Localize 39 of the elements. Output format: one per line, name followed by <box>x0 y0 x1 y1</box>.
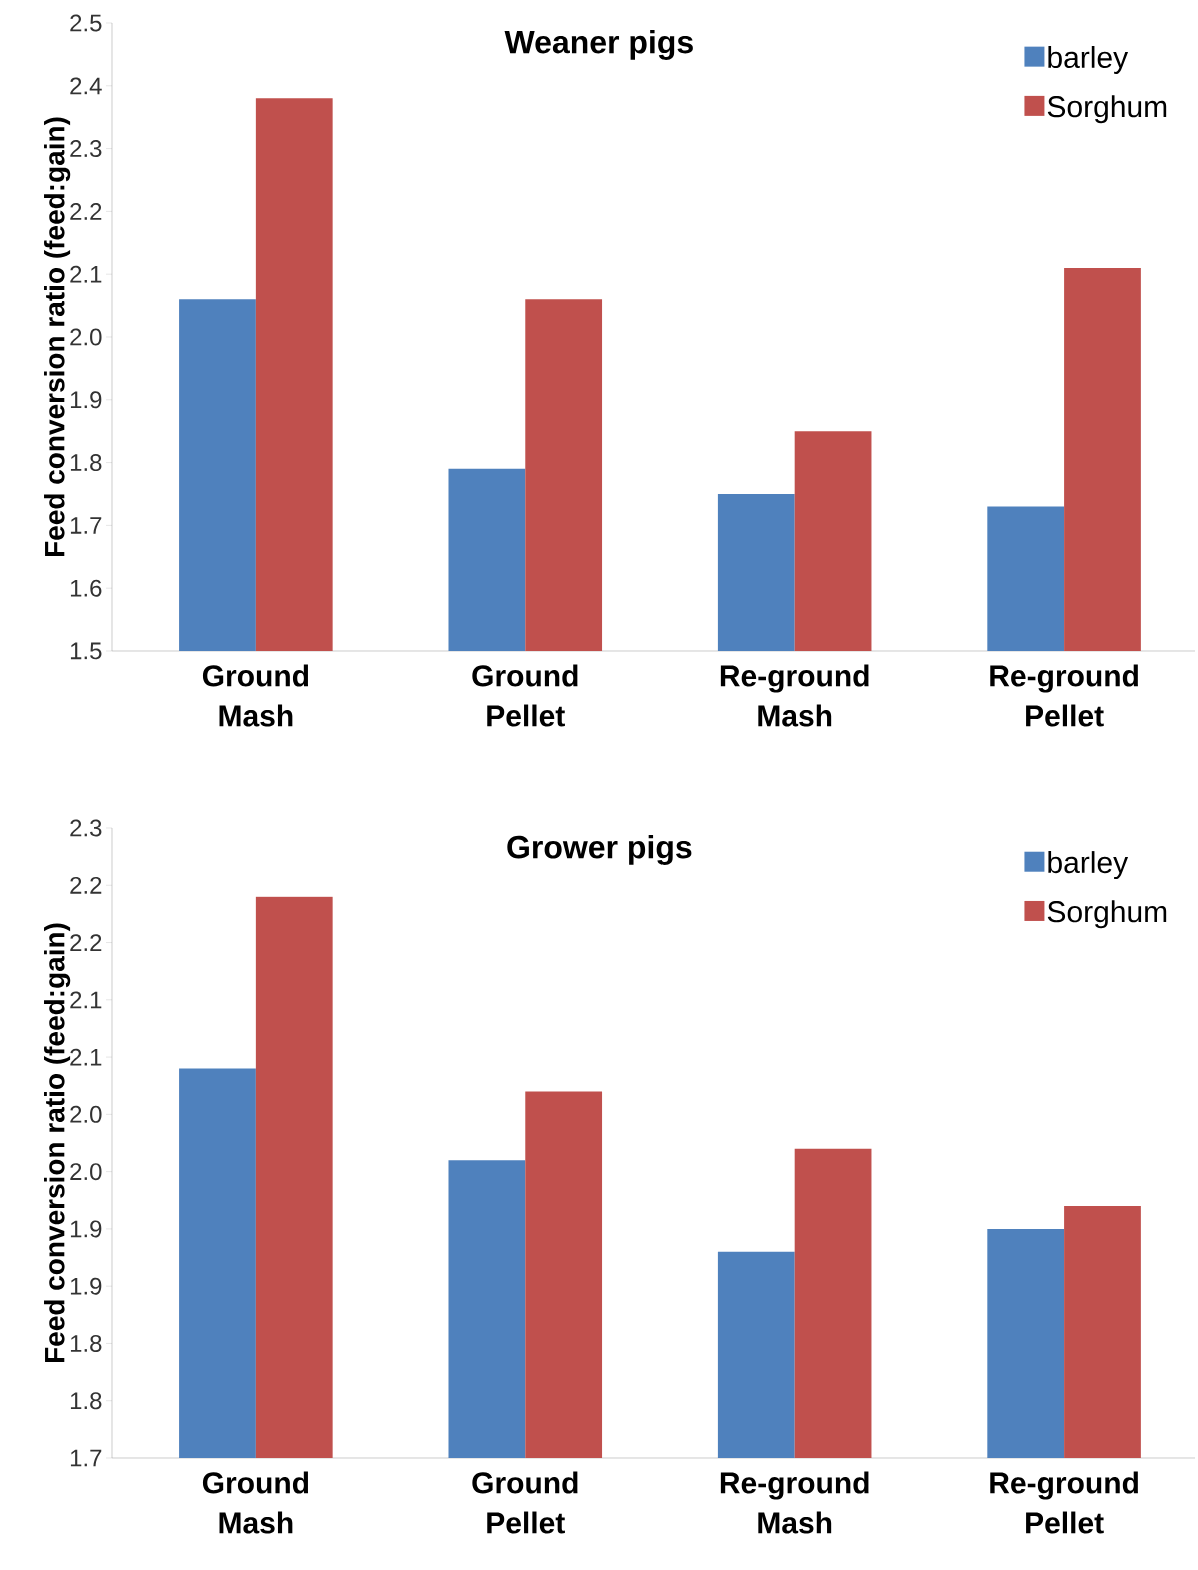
legend-label: Sorghum <box>1047 900 1167 929</box>
y-tick-label: 2.3 <box>70 819 102 837</box>
chart-title: Weaner pigs <box>504 29 693 60</box>
y-tick-label: 2.1 <box>70 265 102 283</box>
y-tick-label: 2.0 <box>70 1163 102 1181</box>
y-tick-label: 1.9 <box>70 1277 102 1295</box>
y-tick-label: 2.1 <box>70 1048 102 1066</box>
y-tick-label: 2.5 <box>70 14 102 32</box>
x-tick-label: Ground Pellet <box>472 1471 578 1534</box>
legend-label: barley <box>1048 46 1129 74</box>
x-tick-label: Re-ground Pellet <box>990 1471 1138 1534</box>
y-axis-title: Feed conversion ratio (feed:gain) <box>44 117 71 557</box>
x-tick-label: Ground Mash <box>202 664 309 727</box>
y-tick-label: 2.0 <box>70 1105 102 1123</box>
y-tick-label: 1.8 <box>70 1334 102 1352</box>
y-tick-label: 2.2 <box>70 203 102 220</box>
y-tick-label: 2.0 <box>70 328 102 346</box>
y-tick-label: 1.9 <box>70 1220 102 1238</box>
y-tick-label: 2.2 <box>70 876 102 894</box>
legend-label: Sorghum <box>1047 95 1167 124</box>
legend-label: barley <box>1048 851 1129 880</box>
y-tick-label: 2.1 <box>70 991 102 1009</box>
y-tick-label: 1.7 <box>70 517 102 534</box>
y-axis-title: Feed conversion ratio (feed:gain) <box>44 923 71 1363</box>
y-tick-label: 1.7 <box>70 1449 102 1467</box>
x-tick-label: Ground Mash <box>202 1471 309 1534</box>
y-tick-label: 1.5 <box>70 642 102 660</box>
y-tick-label: 1.8 <box>70 1392 102 1410</box>
x-tick-label: Ground Pellet <box>472 664 578 727</box>
y-tick-label: 2.3 <box>70 140 102 158</box>
y-tick-label: 1.6 <box>70 579 102 597</box>
y-tick-label: 1.9 <box>70 391 102 409</box>
y-tick-label: 2.4 <box>70 77 102 95</box>
y-tick-label: 2.2 <box>70 934 102 951</box>
x-tick-label: Re-ground Mash <box>720 1471 869 1534</box>
chart-title: Grower pigs <box>507 834 692 865</box>
y-tick-label: 1.8 <box>70 454 102 472</box>
x-tick-label: Re-ground Mash <box>720 664 869 727</box>
x-tick-label: Re-ground Pellet <box>990 664 1138 727</box>
